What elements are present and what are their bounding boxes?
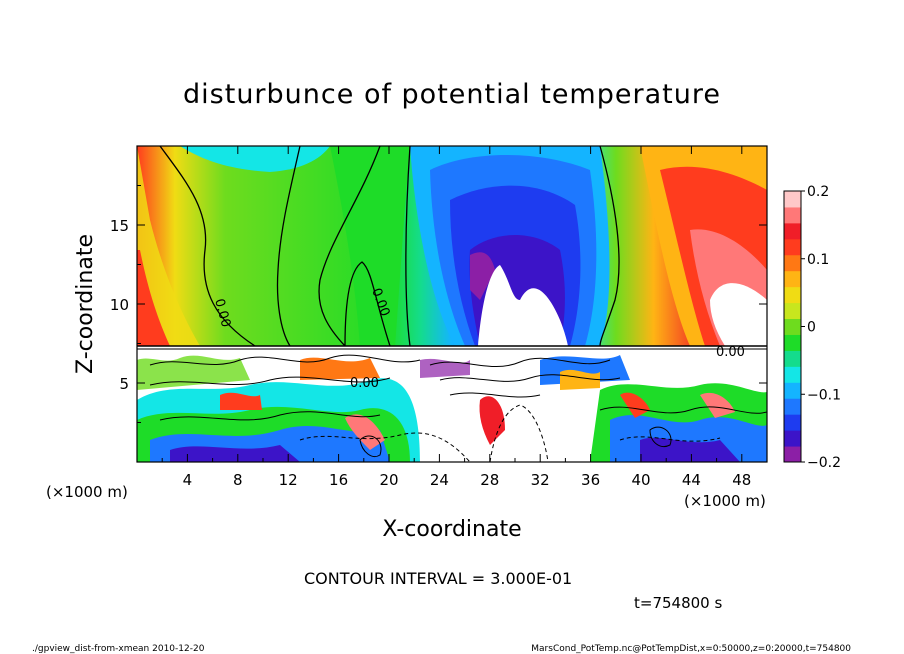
x-tick-label: 8 — [233, 471, 243, 489]
x-tick-label: 20 — [379, 471, 398, 489]
x-tick-label: 44 — [682, 471, 701, 489]
colorbar: 0.2 0.1 0 −0.1 −0.2 — [783, 184, 841, 471]
colorbar-ticks: 0.2 0.1 0 −0.1 −0.2 — [801, 184, 841, 471]
colorbar-tick-label: −0.2 — [807, 455, 841, 471]
colorbar-cell — [784, 238, 801, 256]
x-tick-label: 40 — [631, 471, 650, 489]
x-tick-label: 48 — [732, 471, 751, 489]
colorbar-cell — [784, 286, 801, 304]
colorbar-cell — [784, 414, 801, 431]
heatmap-upper-features — [137, 146, 767, 346]
y-tick-label: 15 — [110, 217, 129, 235]
time-annotation: t=754800 s — [634, 594, 722, 612]
x-tick-label: 36 — [581, 471, 600, 489]
plot-area: 0.00 0.00 0.00 0.00 — [137, 146, 767, 462]
x-tick-label: 12 — [279, 471, 298, 489]
x-tick-label: 16 — [329, 471, 348, 489]
x-tick-label: 4 — [183, 471, 193, 489]
colorbar-cells — [784, 191, 801, 463]
y-axis-label: Z-coordinate — [73, 234, 98, 374]
colorbar-tick-label: −0.1 — [807, 387, 841, 403]
colorbar-cell — [784, 430, 801, 447]
colorbar-cell — [784, 446, 801, 463]
x-axis-label: X-coordinate — [382, 517, 521, 542]
colorbar-cell — [784, 191, 801, 208]
colorbar-cell — [784, 318, 801, 335]
contour-label: 0.00 — [211, 297, 233, 329]
contour-label: 0.00 — [350, 376, 379, 391]
x-tick-label: 24 — [430, 471, 449, 489]
y-tick-label: 10 — [110, 296, 129, 314]
contour-label-group: 0.00 0.00 0.00 0.00 — [211, 286, 745, 391]
x-unit-left: (×1000 m) — [46, 483, 128, 501]
y-axis: 5 10 15 — [110, 185, 767, 423]
footer-left: ./gpview_dist-from-xmean 2010-12-20 — [32, 644, 205, 654]
colorbar-cell — [784, 382, 801, 399]
contour-interval-annotation: CONTOUR INTERVAL = 3.000E-01 — [304, 569, 572, 588]
colorbar-cell — [784, 270, 801, 288]
colorbar-tick-label: 0.1 — [807, 252, 829, 268]
x-tick-label: 28 — [480, 471, 499, 489]
y-tick-label: 5 — [119, 375, 129, 393]
colorbar-cell — [784, 366, 801, 383]
colorbar-cell — [784, 222, 801, 240]
contour-label: 0.00 — [716, 345, 745, 360]
contour-lines — [137, 146, 767, 462]
colorbar-cell — [784, 334, 801, 351]
x-unit-right: (×1000 m) — [684, 492, 766, 510]
chart-title: disturbunce of potential temperature — [183, 79, 721, 110]
x-axis: 4 8 12 16 20 24 28 32 36 40 44 48 — [161, 146, 751, 489]
colorbar-cell — [784, 206, 801, 224]
heatmap-lower-layer — [137, 346, 767, 462]
colorbar-cell — [784, 350, 801, 367]
x-tick-label: 32 — [531, 471, 550, 489]
colorbar-cell — [784, 302, 801, 320]
colorbar-cell — [784, 398, 801, 415]
footer-right: MarsCond_PotTemp.nc@PotTempDist,x=0:5000… — [531, 644, 851, 654]
colorbar-cell — [784, 254, 801, 272]
colorbar-tick-label: 0 — [807, 320, 816, 336]
colorbar-tick-label: 0.2 — [807, 184, 829, 200]
